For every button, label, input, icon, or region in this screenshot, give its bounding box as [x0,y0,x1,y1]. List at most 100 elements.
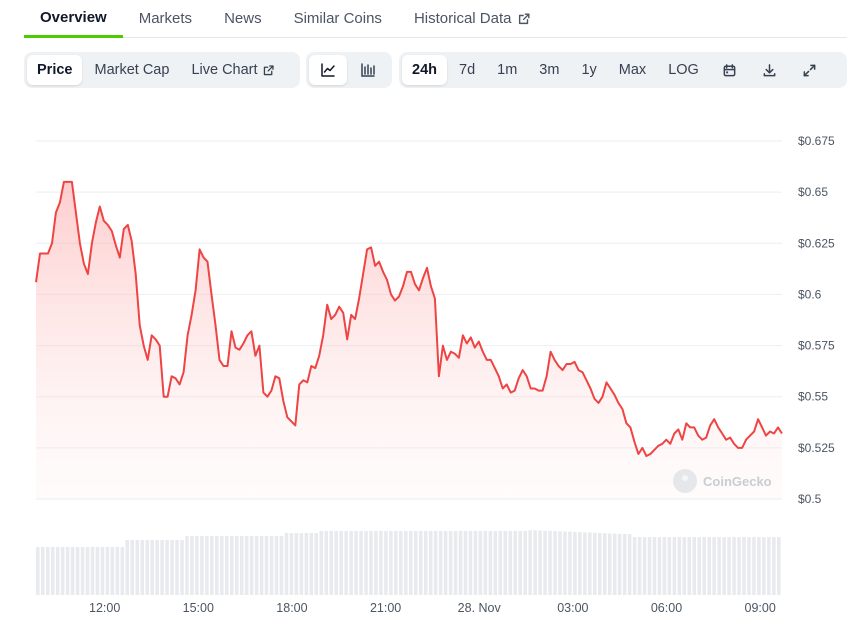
volume-bar [364,531,368,595]
tab-markets[interactable]: Markets [123,0,208,38]
log-scale-label: LOG [668,62,699,78]
volume-bar [125,540,130,595]
volume-bar [672,537,677,595]
volume-bar [135,540,140,595]
volume-bar [354,531,358,595]
volume-bar [523,531,527,595]
volume-bar [438,531,443,595]
volume-bar [140,540,145,595]
tab-overview[interactable]: Overview [24,0,123,38]
volume-bar [55,547,60,595]
volume-bar [478,531,483,595]
volume-bar [215,536,219,595]
volume-bar [304,533,309,595]
volume-bar [329,531,333,595]
volume-bar [319,531,324,595]
volume-bar [65,547,70,595]
volume-bar [205,536,209,595]
volume-bar [533,530,537,595]
volume-bar [443,531,448,595]
volume-bar [588,532,592,595]
volume-bars [36,530,781,595]
y-tick-label: $0.65 [798,185,828,199]
volume-bar [394,531,398,595]
tab-historical-data-label: Historical Data [413,10,512,27]
volume-bar [692,537,697,595]
volume-bar [294,533,299,595]
volume-bar [90,547,95,595]
fullscreen-button[interactable] [791,55,829,85]
volume-bar [667,537,672,595]
candlestick-chart-icon [361,63,375,77]
x-tick-label: 06:00 [651,601,682,615]
volume-bar [418,531,423,595]
volume-bar [264,536,269,595]
tab-news[interactable]: News [208,0,278,38]
volume-bar [234,536,239,595]
volume-bar [697,537,702,595]
volume-bar [344,531,348,595]
chart-type-group [306,52,392,88]
tab-historical-data[interactable]: Historical Data [398,0,548,38]
volume-bar [553,531,557,595]
volume-bar [622,534,627,595]
volume-bar [115,547,120,595]
volume-bar [568,531,572,595]
volume-bar [384,531,388,595]
volume-bar [254,536,259,595]
volume-bar [682,537,687,595]
volume-bar [359,531,363,595]
volume-bar [518,531,522,595]
volume-bar [224,536,229,595]
tab-similar-coins[interactable]: Similar Coins [278,0,398,38]
volume-bar [752,537,756,595]
volume-bar [652,537,657,595]
x-tick-label: 21:00 [370,601,401,615]
y-tick-label: $0.625 [798,236,835,250]
price-area-fill [36,181,782,499]
range-max-button[interactable]: Max [609,55,656,85]
price-chart[interactable]: $0.675 $0.65 $0.625 $0.6 $0.575 $0.55 $0.525 $0… [0,100,847,620]
volume-bar [453,531,458,595]
log-scale-button[interactable]: LOG [658,55,709,85]
volume-bar [324,531,329,595]
tab-markets-label: Markets [138,10,193,27]
calendar-button[interactable] [711,55,749,85]
volume-bar [175,540,179,595]
y-tick-label: $0.675 [798,134,835,148]
volume-bar [369,531,373,595]
market-cap-button[interactable]: Market Cap [84,55,179,85]
volume-bar [428,531,433,595]
range-24h-button[interactable]: 24h [402,55,447,85]
price-button[interactable]: Price [27,55,83,85]
y-axis-ticks: $0.675 $0.65 $0.625 $0.6 $0.575 $0.55 $0.525 $0… [798,134,835,506]
volume-bar [165,540,169,595]
volume-bar [379,531,383,595]
download-button[interactable] [751,55,789,85]
volume-bar [239,536,244,595]
y-tick-label: $0.55 [798,390,828,404]
y-tick-label: $0.5 [798,492,822,506]
x-tick-label: 03:00 [557,601,588,615]
candlestick-chart-button[interactable] [349,55,387,85]
volume-bar [647,537,652,595]
volume-bar [747,537,751,595]
volume-bar [155,540,159,595]
y-tick-label: $0.525 [798,441,835,455]
volume-bar [498,531,503,595]
volume-bar [40,547,45,595]
volume-bar [612,533,617,595]
line-chart-button[interactable] [309,55,347,85]
range-7d-button[interactable]: 7d [449,55,485,85]
range-1m-button[interactable]: 1m [487,55,527,85]
volume-bar [617,533,622,595]
x-tick-label: 28. Nov [458,601,502,615]
x-axis-ticks: 12:00 15:00 18:00 21:00 28. Nov 03:00 06:00 09:… [89,601,776,615]
range-1y-button[interactable]: 1y [571,55,606,85]
volume-bar [717,537,721,595]
volume-bar [483,531,488,595]
range-1m-label: 1m [497,62,518,78]
tab-news-label: News [224,10,262,27]
live-chart-button[interactable]: Live Chart [181,55,284,85]
range-3m-button[interactable]: 3m [529,55,569,85]
